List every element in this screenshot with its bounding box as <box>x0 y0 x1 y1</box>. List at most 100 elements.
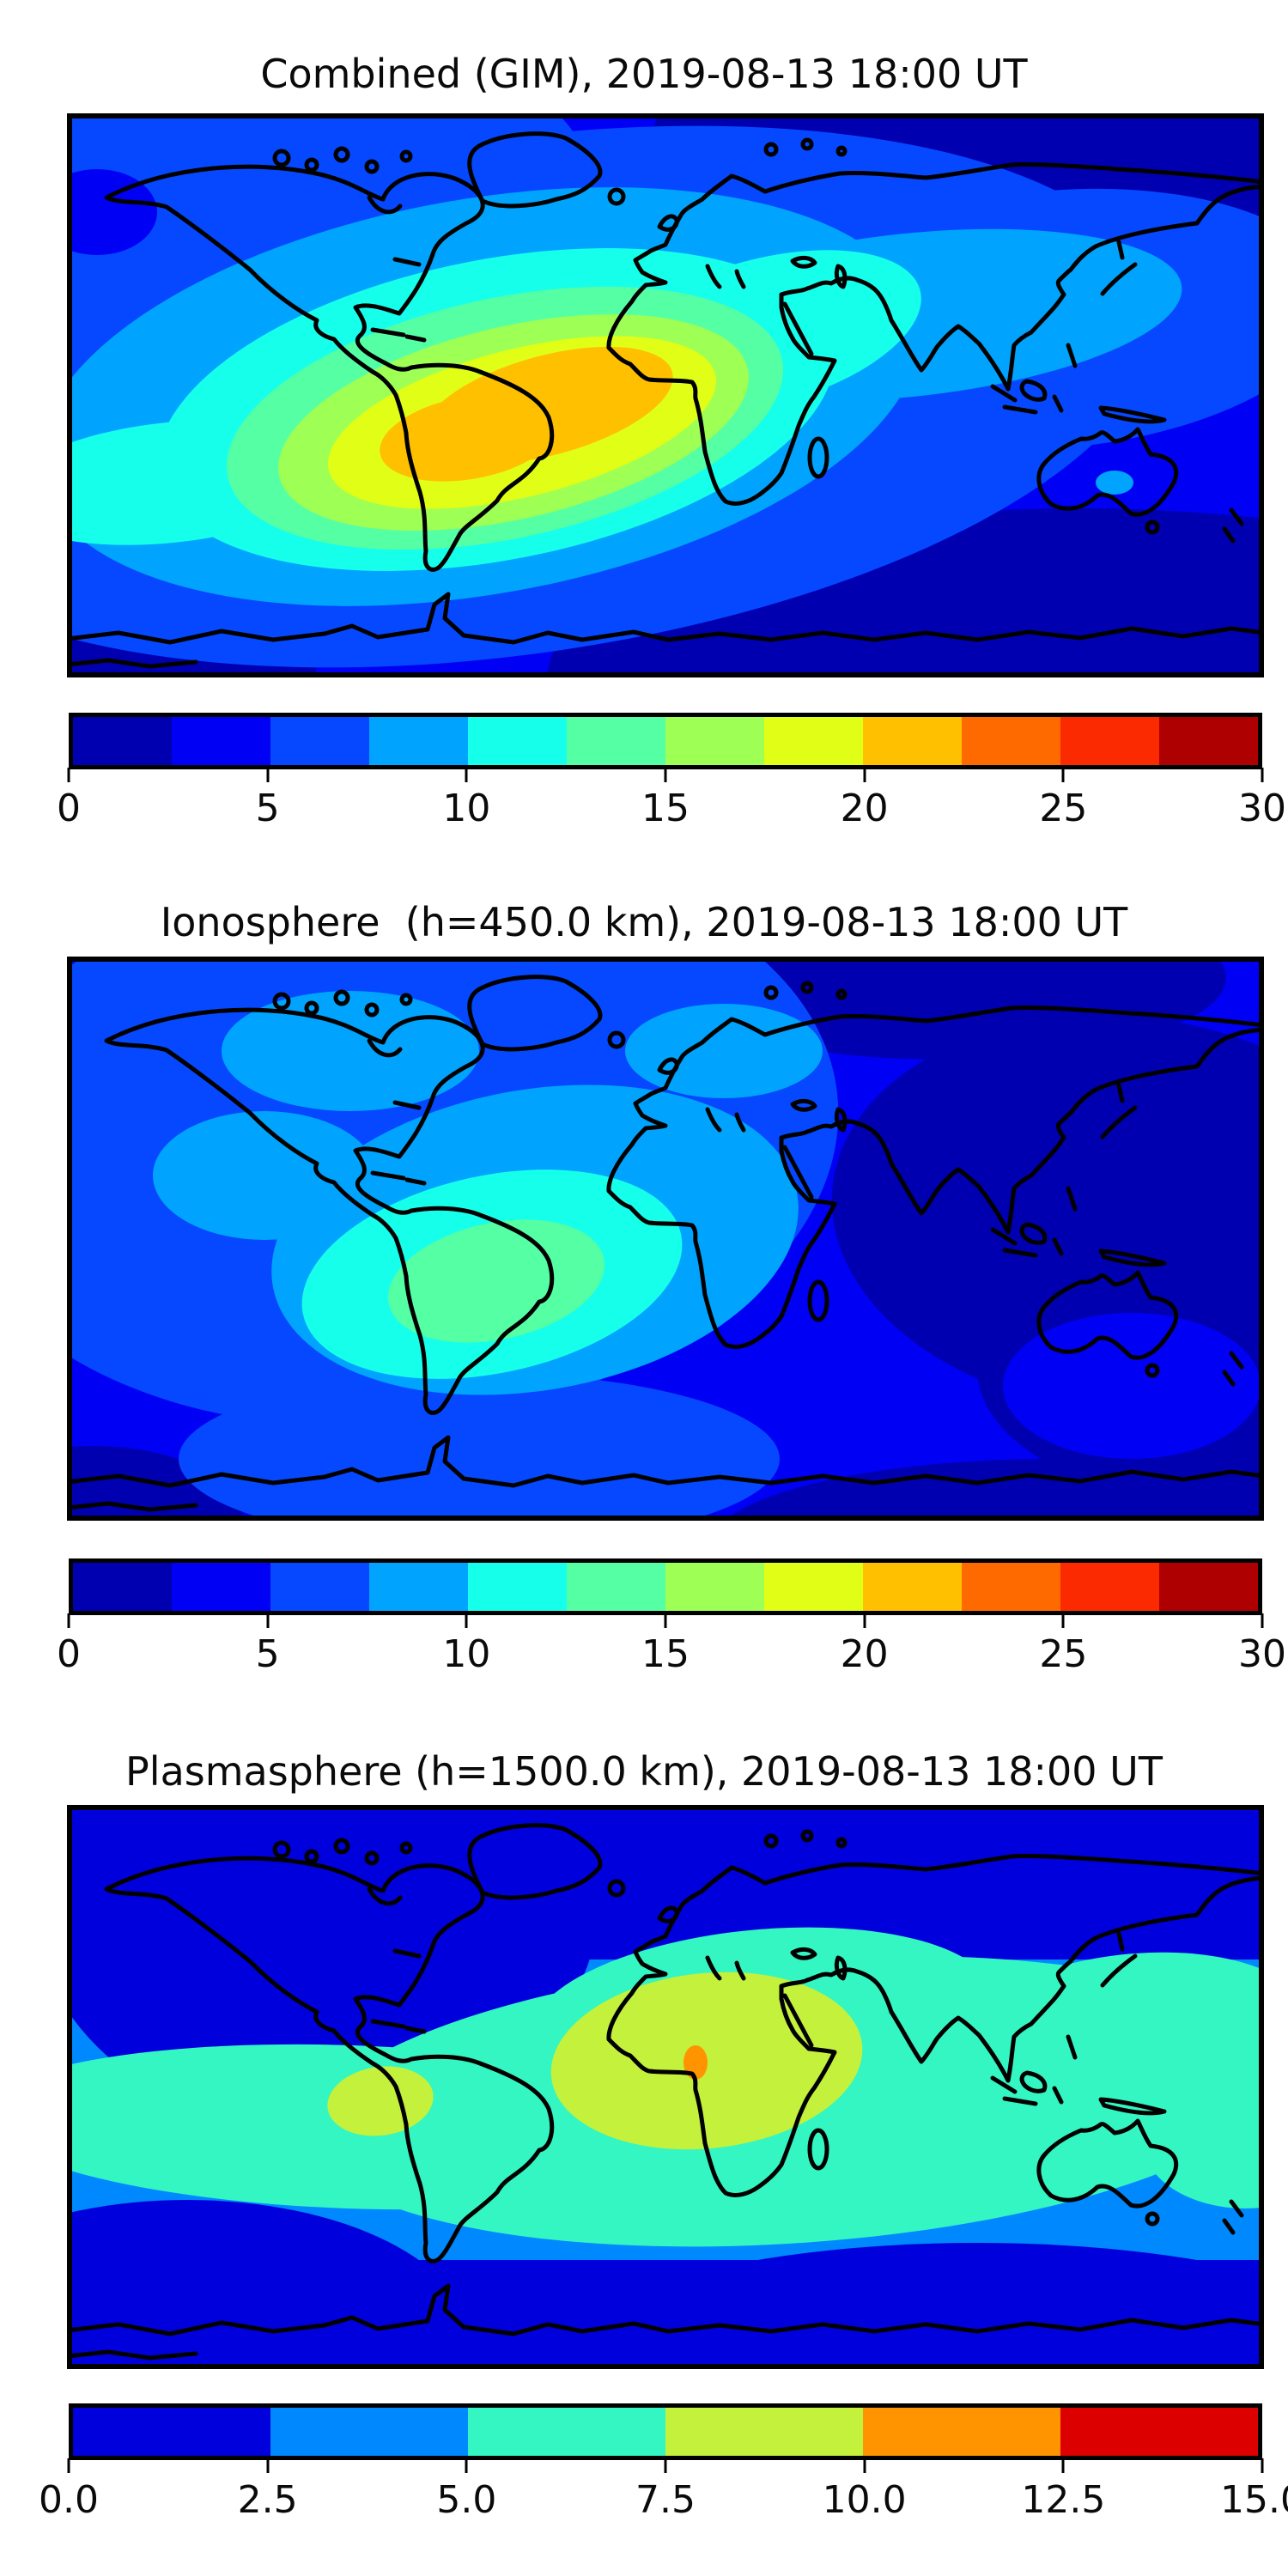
tick-mark <box>1061 2458 1065 2473</box>
tick-mark <box>266 2458 270 2473</box>
colorbar-segment <box>468 717 567 765</box>
map-border <box>67 1805 1264 2369</box>
tick-mark <box>1261 768 1264 782</box>
tick-mark <box>664 768 667 782</box>
colorbar-segment <box>665 2408 863 2456</box>
tick-label: 5.0 <box>436 2478 497 2522</box>
tick-mark <box>664 2458 667 2473</box>
contour-region <box>625 1004 823 1098</box>
colorbar-plasmasphere <box>69 2403 1262 2460</box>
colorbar-tickmarks <box>67 2458 1264 2473</box>
contour-region <box>1003 1313 1261 1459</box>
contour-region <box>1096 471 1133 495</box>
contour-field <box>67 957 1264 1521</box>
tick-mark <box>266 768 270 782</box>
tick-mark <box>664 1613 667 1628</box>
tick-mark <box>465 768 468 782</box>
colorbar-segment <box>567 717 665 765</box>
colorbar-segment <box>1159 717 1258 765</box>
tick-mark <box>1261 1613 1264 1628</box>
colorbar-segment <box>567 1563 665 1611</box>
tick-label: 7.5 <box>635 2478 696 2522</box>
colorbar-segment <box>369 717 468 765</box>
colorbar-segment <box>665 717 764 765</box>
tick-mark <box>1061 768 1065 782</box>
panel-1-title: Combined (GIM), 2019-08-13 18:00 UT <box>260 51 1028 97</box>
colorbar-segment <box>73 2408 270 2456</box>
colorbar-segment <box>764 1563 863 1611</box>
panel-2-title: Ionosphere (h=450.0 km), 2019-08-13 18:0… <box>160 899 1128 945</box>
colorbar-segment <box>73 1563 172 1611</box>
colorbar-segment <box>1060 1563 1159 1611</box>
contour-region <box>179 1373 780 1521</box>
tick-label: 5 <box>255 787 280 830</box>
colorbar-segment <box>863 2408 1060 2456</box>
colorbar-segment <box>962 717 1060 765</box>
contour-region <box>388 1219 605 1343</box>
tick-label: 10.0 <box>822 2478 907 2522</box>
map-combined-gim <box>67 113 1264 677</box>
tick-label: 10 <box>442 1632 491 1676</box>
tick-label: 15 <box>641 1632 690 1676</box>
colorbar-ticklabels: 0 5 10 15 20 25 30 <box>57 787 1286 833</box>
colorbar-segment <box>270 2408 468 2456</box>
panel-3-title: Plasmasphere (h=1500.0 km), 2019-08-13 1… <box>125 1748 1163 1795</box>
colorbar-segment <box>270 1563 369 1611</box>
tick-mark <box>863 2458 866 2473</box>
colorbar-segment <box>172 1563 270 1611</box>
tick-label: 15.0 <box>1220 2478 1288 2522</box>
colorbar-tickmarks <box>67 768 1264 782</box>
colorbar-combined <box>69 713 1262 769</box>
colorbar-ticklabels: 0.0 2.5 5.0 7.5 10.0 12.5 15.0 <box>39 2478 1288 2524</box>
tick-mark <box>67 1613 70 1628</box>
contour-region <box>831 1015 1264 1413</box>
map-ionosphere <box>67 957 1264 1521</box>
colorbar-segment <box>863 717 962 765</box>
tick-label: 2.5 <box>237 2478 298 2522</box>
tick-mark <box>1261 2458 1264 2473</box>
colorbar-segment <box>468 1563 567 1611</box>
colorbar-ionosphere <box>69 1558 1262 1615</box>
tick-label: 10 <box>442 787 491 830</box>
tick-label: 20 <box>840 787 889 830</box>
tick-mark <box>1061 1613 1065 1628</box>
contour-region <box>531 2243 1264 2369</box>
colorbar-segment <box>863 1563 962 1611</box>
tick-label: 5 <box>255 1632 280 1676</box>
tick-mark <box>266 1613 270 1628</box>
colorbar-segment <box>172 717 270 765</box>
tick-mark <box>67 2458 70 2473</box>
map-plasmasphere <box>67 1805 1264 2369</box>
tick-label: 30 <box>1238 1632 1286 1676</box>
colorbar-segment <box>468 2408 665 2456</box>
tick-label: 0.0 <box>39 2478 99 2522</box>
colorbar-segment <box>764 717 863 765</box>
colorbar-segment <box>1060 717 1159 765</box>
contour-field <box>67 113 1264 677</box>
contour-region <box>222 991 479 1111</box>
contour-region <box>380 394 558 482</box>
tick-label: 25 <box>1039 1632 1088 1676</box>
contour-region <box>67 169 157 255</box>
colorbar-segment <box>1060 2408 1258 2456</box>
colorbar-tickmarks <box>67 1613 1264 1628</box>
colorbar-segment <box>1159 1563 1258 1611</box>
colorbar-segment <box>665 1563 764 1611</box>
colorbar-segment <box>962 1563 1060 1611</box>
colorbar-segment <box>369 1563 468 1611</box>
colorbar-ticklabels: 0 5 10 15 20 25 30 <box>57 1632 1286 1679</box>
tick-mark <box>465 2458 468 2473</box>
tick-label: 0 <box>57 787 81 830</box>
map-border <box>67 113 1264 677</box>
tick-mark <box>67 768 70 782</box>
tick-label: 20 <box>840 1632 889 1676</box>
contour-field <box>67 1805 1264 2369</box>
tick-label: 15 <box>641 787 690 830</box>
tick-mark <box>863 1613 866 1628</box>
tick-label: 12.5 <box>1021 2478 1106 2522</box>
tick-label: 0 <box>57 1632 81 1676</box>
tick-mark <box>465 1613 468 1628</box>
tick-label: 30 <box>1238 787 1286 830</box>
map-border <box>67 957 1264 1521</box>
